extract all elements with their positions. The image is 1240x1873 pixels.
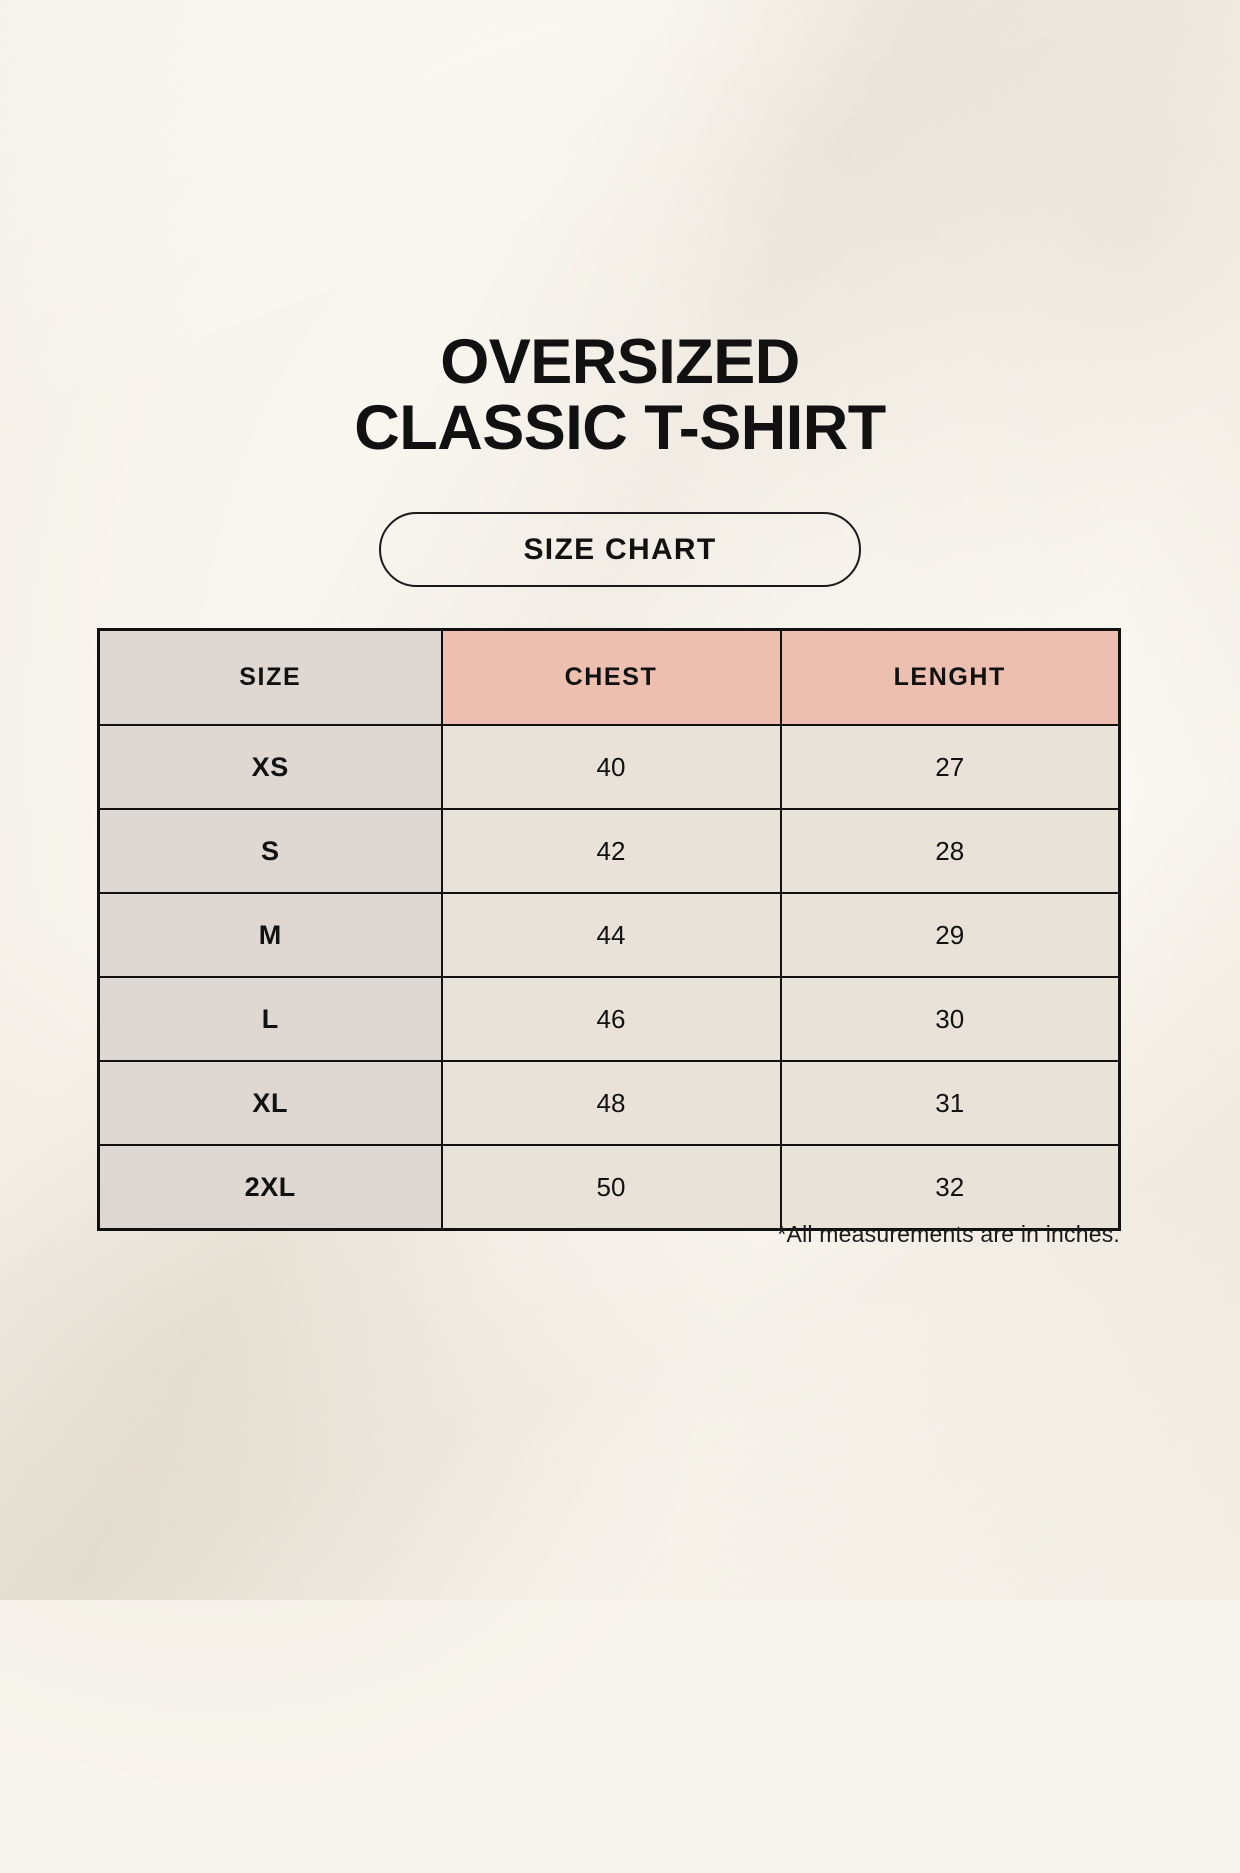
size-chart-badge-container: SIZE CHART (0, 512, 1240, 587)
cell-size: S (97, 808, 443, 894)
table-row: S 42 28 (97, 808, 1121, 894)
cell-length: 27 (779, 724, 1121, 810)
cell-length: 31 (779, 1060, 1121, 1146)
cell-chest: 50 (440, 1144, 782, 1231)
cell-size: XL (97, 1060, 443, 1146)
table-row: XS 40 27 (97, 724, 1121, 810)
page-title-line-2: CLASSIC T-SHIRT (354, 393, 886, 463)
cell-length: 30 (779, 976, 1121, 1062)
cell-chest: 46 (440, 976, 782, 1062)
measurements-footnote: *All measurements are in inches. (777, 1221, 1120, 1247)
size-chart-table-container: SIZE CHEST LENGHT XS 40 27 S 42 28 M (97, 628, 1121, 1231)
table-header-row: SIZE CHEST LENGHT (97, 628, 1121, 726)
table-row: XL 48 31 (97, 1060, 1121, 1146)
cell-size: 2XL (97, 1144, 443, 1231)
cell-length: 32 (779, 1144, 1121, 1231)
table-row: L 46 30 (97, 976, 1121, 1062)
column-header-size: SIZE (97, 628, 443, 726)
table-body: XS 40 27 S 42 28 M 44 29 L 46 30 (97, 724, 1121, 1231)
cell-length: 29 (779, 892, 1121, 978)
cell-size: M (97, 892, 443, 978)
table-row: M 44 29 (97, 892, 1121, 978)
size-chart-badge: SIZE CHART (379, 512, 861, 587)
size-chart-table: SIZE CHEST LENGHT XS 40 27 S 42 28 M (97, 628, 1121, 1231)
page-title: OVERSIZED CLASSIC T-SHIRT (0, 329, 1240, 461)
column-header-length: LENGHT (779, 628, 1121, 726)
cell-chest: 48 (440, 1060, 782, 1146)
table-row: 2XL 50 32 (97, 1144, 1121, 1231)
page-title-line-1: OVERSIZED (440, 327, 800, 397)
cell-chest: 44 (440, 892, 782, 978)
cell-chest: 40 (440, 724, 782, 810)
cell-size: L (97, 976, 443, 1062)
cell-size: XS (97, 724, 443, 810)
table-header: SIZE CHEST LENGHT (97, 628, 1121, 726)
cell-length: 28 (779, 808, 1121, 894)
column-header-chest: CHEST (440, 628, 782, 726)
cell-chest: 42 (440, 808, 782, 894)
